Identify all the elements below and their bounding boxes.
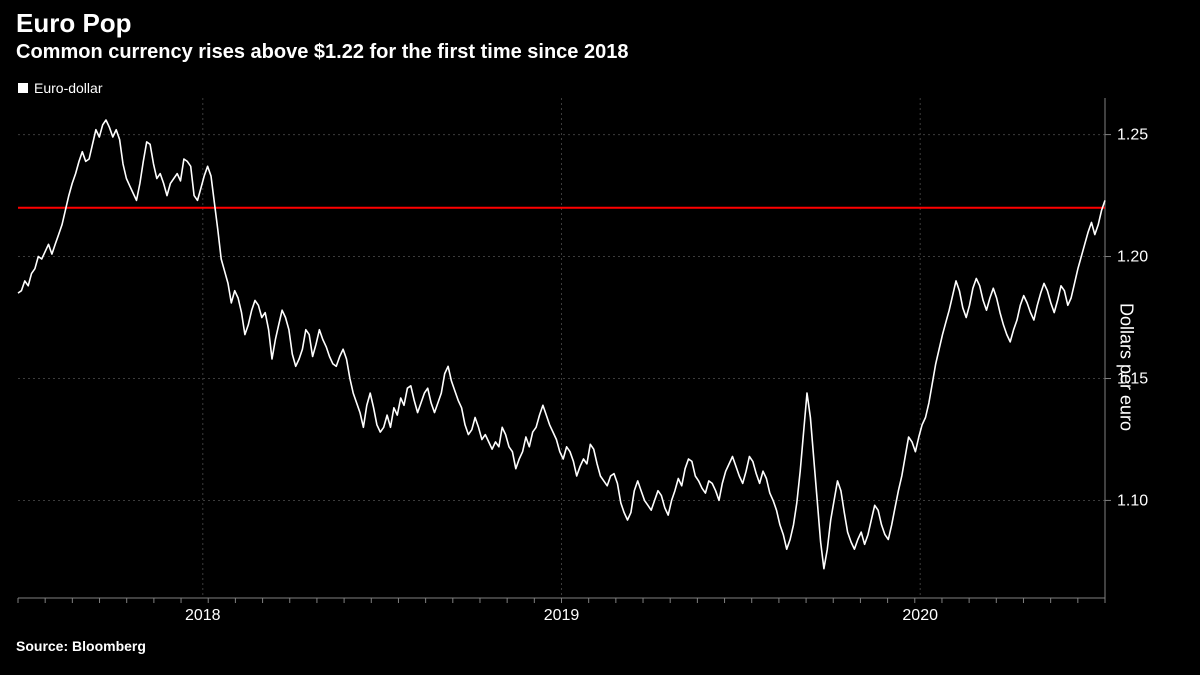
svg-text:2018: 2018 xyxy=(185,607,221,624)
svg-text:1.10: 1.10 xyxy=(1117,492,1148,509)
legend-label: Euro-dollar xyxy=(34,80,102,96)
svg-text:2019: 2019 xyxy=(544,607,580,624)
chart-area: 1.101.151.201.25201820192020 Dollars per… xyxy=(0,98,1200,636)
chart-svg: 1.101.151.201.25201820192020 xyxy=(0,98,1200,636)
source-attribution: Source: Bloomberg xyxy=(0,636,1200,656)
chart-subtitle: Common currency rises above $1.22 for th… xyxy=(16,41,1184,64)
svg-text:2020: 2020 xyxy=(902,607,938,624)
y-axis-label: Dollars per euro xyxy=(1115,303,1136,431)
legend-marker xyxy=(18,83,28,93)
svg-text:1.25: 1.25 xyxy=(1117,127,1148,144)
svg-text:1.20: 1.20 xyxy=(1117,249,1148,266)
chart-title: Euro Pop xyxy=(16,8,1184,39)
legend: Euro-dollar xyxy=(0,76,1200,98)
